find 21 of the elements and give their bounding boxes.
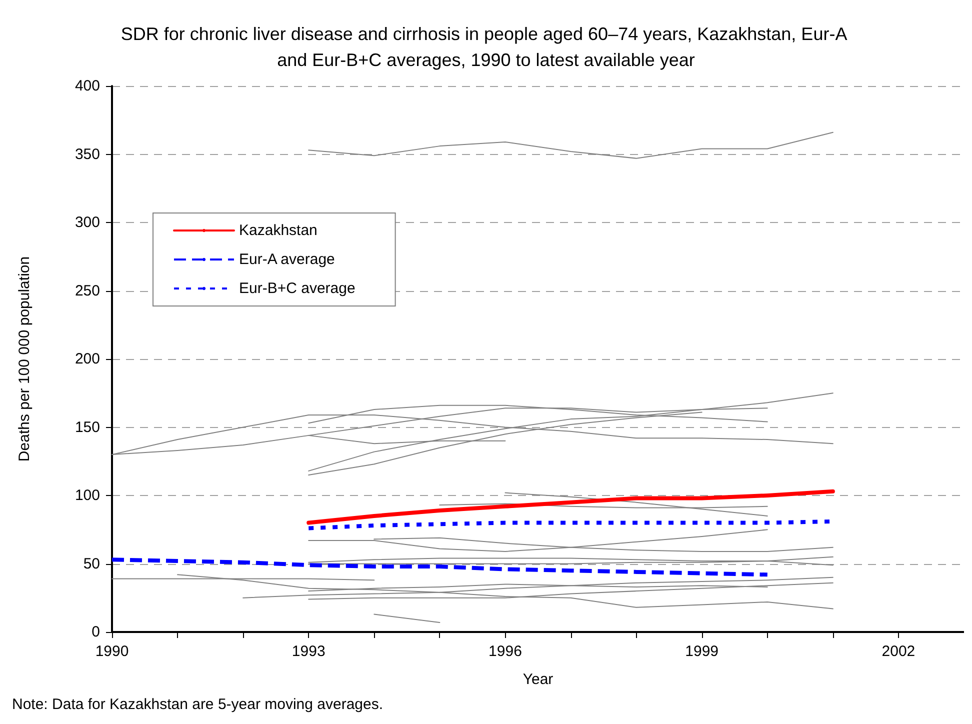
legend-label: Eur-B+C average xyxy=(239,280,356,297)
x-tick-label: 1993 xyxy=(292,643,326,660)
x-tick-label: 1999 xyxy=(685,643,719,660)
y-axis-title: Deaths per 100 000 population xyxy=(16,256,33,462)
x-tick-label: 1990 xyxy=(95,643,129,660)
y-tick-label: 400 xyxy=(74,78,100,94)
y-tick-label: 0 xyxy=(92,624,100,640)
y-tick-label: 250 xyxy=(74,282,100,300)
y-tick-label: 350 xyxy=(74,146,100,163)
y-tick-label: 50 xyxy=(83,555,100,572)
y-tick-label: 300 xyxy=(74,214,100,231)
chart-title: SDR for chronic liver disease and cirrhosis in people aged 60–74 years, Kazakhstan, Eur-A and Eur-B+C averages, 1990 to latest available year xyxy=(120,24,852,70)
y-tick-label: 150 xyxy=(74,418,100,436)
legend-label: Kazakhstan xyxy=(239,222,318,239)
x-tick-label: 1996 xyxy=(488,643,522,660)
y-tick-label: 200 xyxy=(74,350,100,368)
x-tick-label: 2002 xyxy=(882,643,916,660)
y-tick-label: 100 xyxy=(74,487,100,504)
x-axis-title: Year xyxy=(522,671,554,688)
legend-label: Eur-A average xyxy=(239,251,335,268)
text: Note: Data for Kazakhstan are 5-year moving averages. xyxy=(12,696,384,713)
